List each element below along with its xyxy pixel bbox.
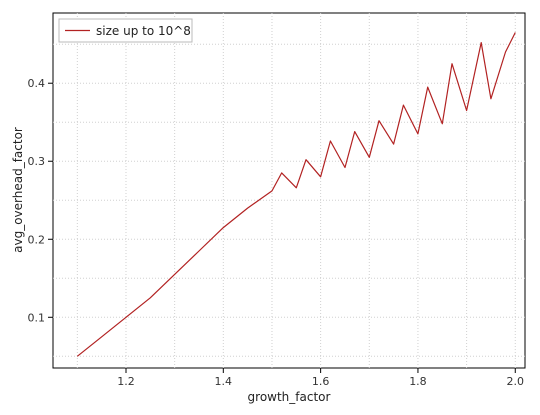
x-tick-label: 2.0	[507, 375, 525, 388]
y-tick-label: 0.2	[28, 233, 46, 246]
grid	[53, 13, 525, 368]
legend-box	[58, 18, 193, 43]
series-line	[76, 32, 516, 357]
x-tick-label: 1.4	[215, 375, 233, 388]
y-tick-label: 0.4	[28, 77, 46, 90]
y-tick-label: 0.3	[28, 155, 46, 168]
plot-area	[52, 12, 526, 369]
y-axis-label: avg_overhead_factor	[11, 127, 25, 253]
x-tick-label: 1.8	[409, 375, 427, 388]
series-layer	[76, 32, 516, 357]
x-tick-label: 1.6	[312, 375, 330, 388]
legend-entry: size up to 10^8	[96, 24, 191, 38]
x-tick-label: 1.2	[117, 375, 135, 388]
axis-ticks: 1.2 1.4 1.6 1.8 2.0 0.1 0.2 0.3 0.4	[28, 77, 525, 388]
legend: size up to 10^8	[58, 18, 193, 43]
x-axis-label: growth_factor	[248, 390, 331, 404]
y-tick-label: 0.1	[28, 311, 46, 324]
